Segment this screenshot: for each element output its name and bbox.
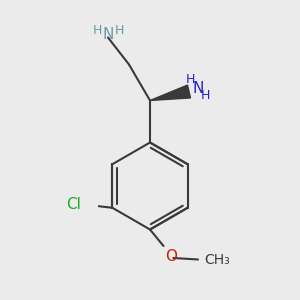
Text: Cl: Cl [66, 197, 81, 212]
Text: H: H [201, 89, 210, 103]
Text: H: H [93, 23, 102, 37]
Text: H: H [115, 23, 124, 37]
Text: H: H [186, 73, 195, 86]
Text: O: O [165, 249, 177, 264]
Polygon shape [150, 85, 190, 100]
Text: N: N [192, 81, 203, 96]
Text: N: N [102, 27, 114, 42]
Text: CH₃: CH₃ [204, 253, 230, 266]
